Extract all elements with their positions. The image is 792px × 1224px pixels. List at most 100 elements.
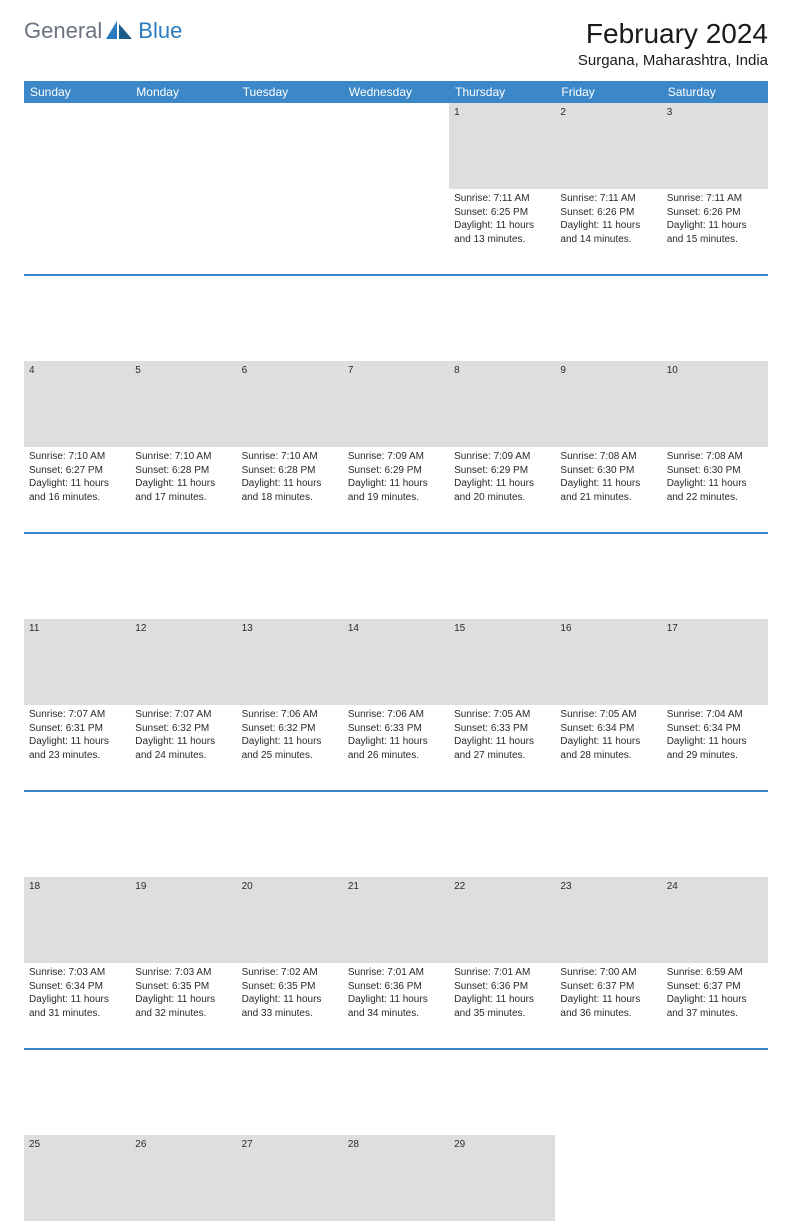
day-cell: Sunrise: 7:10 AMSunset: 6:27 PMDaylight:…: [24, 447, 130, 533]
daylight-text: Daylight: 11 hours and 15 minutes.: [667, 219, 763, 246]
daylight-text: Daylight: 11 hours and 35 minutes.: [454, 993, 550, 1020]
day-number-cell: [130, 103, 236, 189]
day-cell: [555, 1221, 661, 1224]
brand-logo: General Blue: [24, 18, 182, 44]
day-number-cell: 28: [343, 1135, 449, 1221]
day-cell: Sunrise: 7:03 AMSunset: 6:35 PMDaylight:…: [130, 963, 236, 1049]
day-number-cell: 20: [237, 877, 343, 963]
day-number-cell: 15: [449, 619, 555, 705]
sunrise-text: Sunrise: 7:10 AM: [135, 450, 231, 464]
day-number-cell: 14: [343, 619, 449, 705]
day-cell: Sunrise: 7:00 AMSunset: 6:37 PMDaylight:…: [555, 963, 661, 1049]
day-cell: [130, 189, 236, 275]
daylight-text: Daylight: 11 hours and 19 minutes.: [348, 477, 444, 504]
daylight-text: Daylight: 11 hours and 34 minutes.: [348, 993, 444, 1020]
sunrise-text: Sunrise: 7:11 AM: [667, 192, 763, 206]
day-cell: Sunrise: 7:11 AMSunset: 6:26 PMDaylight:…: [662, 189, 768, 275]
day-cell: Sunrise: 7:07 AMSunset: 6:31 PMDaylight:…: [24, 705, 130, 791]
day-cell: Sunrise: 6:59 AMSunset: 6:37 PMDaylight:…: [662, 963, 768, 1049]
day-number-cell: [24, 103, 130, 189]
day-number-row: 45678910: [24, 361, 768, 447]
day-number-cell: [237, 103, 343, 189]
sunset-text: Sunset: 6:29 PM: [454, 464, 550, 478]
daylight-text: Daylight: 11 hours and 24 minutes.: [135, 735, 231, 762]
day-cell: Sunrise: 7:05 AMSunset: 6:34 PMDaylight:…: [555, 705, 661, 791]
day-number-cell: 25: [24, 1135, 130, 1221]
day-cell: Sunrise: 6:56 AMSunset: 6:39 PMDaylight:…: [343, 1221, 449, 1224]
daylight-text: Daylight: 11 hours and 20 minutes.: [454, 477, 550, 504]
day-content-row: Sunrise: 6:59 AMSunset: 6:38 PMDaylight:…: [24, 1221, 768, 1224]
sunrise-text: Sunrise: 7:02 AM: [242, 966, 338, 980]
day-number-cell: 2: [555, 103, 661, 189]
calendar-body: 123Sunrise: 7:11 AMSunset: 6:25 PMDaylig…: [24, 103, 768, 1224]
daylight-text: Daylight: 11 hours and 31 minutes.: [29, 993, 125, 1020]
day-number-cell: 12: [130, 619, 236, 705]
day-cell: Sunrise: 6:56 AMSunset: 6:39 PMDaylight:…: [449, 1221, 555, 1224]
day-cell: Sunrise: 7:07 AMSunset: 6:32 PMDaylight:…: [130, 705, 236, 791]
day-header: Monday: [130, 81, 236, 103]
sunset-text: Sunset: 6:36 PM: [454, 980, 550, 994]
sunset-text: Sunset: 6:29 PM: [348, 464, 444, 478]
day-header: Tuesday: [237, 81, 343, 103]
sunset-text: Sunset: 6:30 PM: [667, 464, 763, 478]
day-number-cell: [662, 1135, 768, 1221]
week-separator: [24, 275, 768, 361]
day-cell: [237, 189, 343, 275]
daylight-text: Daylight: 11 hours and 33 minutes.: [242, 993, 338, 1020]
day-content-row: Sunrise: 7:03 AMSunset: 6:34 PMDaylight:…: [24, 963, 768, 1049]
day-header: Sunday: [24, 81, 130, 103]
sunset-text: Sunset: 6:33 PM: [454, 722, 550, 736]
day-cell: Sunrise: 7:02 AMSunset: 6:35 PMDaylight:…: [237, 963, 343, 1049]
day-header: Friday: [555, 81, 661, 103]
daylight-text: Daylight: 11 hours and 16 minutes.: [29, 477, 125, 504]
day-cell: Sunrise: 7:11 AMSunset: 6:25 PMDaylight:…: [449, 189, 555, 275]
day-cell: Sunrise: 7:11 AMSunset: 6:26 PMDaylight:…: [555, 189, 661, 275]
sunrise-text: Sunrise: 6:59 AM: [667, 966, 763, 980]
daylight-text: Daylight: 11 hours and 22 minutes.: [667, 477, 763, 504]
day-number-row: 2526272829: [24, 1135, 768, 1221]
day-cell: Sunrise: 7:05 AMSunset: 6:33 PMDaylight:…: [449, 705, 555, 791]
day-number-cell: 27: [237, 1135, 343, 1221]
day-number-row: 11121314151617: [24, 619, 768, 705]
sunset-text: Sunset: 6:27 PM: [29, 464, 125, 478]
page-title: February 2024: [578, 18, 768, 50]
title-block: February 2024 Surgana, Maharashtra, Indi…: [578, 18, 768, 69]
day-number-cell: 6: [237, 361, 343, 447]
week-separator: [24, 791, 768, 877]
day-number-row: 18192021222324: [24, 877, 768, 963]
day-header: Wednesday: [343, 81, 449, 103]
sunrise-text: Sunrise: 7:11 AM: [454, 192, 550, 206]
sunrise-text: Sunrise: 7:11 AM: [560, 192, 656, 206]
brand-sail-icon: [106, 21, 134, 41]
sunset-text: Sunset: 6:35 PM: [242, 980, 338, 994]
daylight-text: Daylight: 11 hours and 29 minutes.: [667, 735, 763, 762]
sunset-text: Sunset: 6:37 PM: [560, 980, 656, 994]
sunset-text: Sunset: 6:30 PM: [560, 464, 656, 478]
daylight-text: Daylight: 11 hours and 28 minutes.: [560, 735, 656, 762]
day-number-cell: 19: [130, 877, 236, 963]
day-number-cell: 8: [449, 361, 555, 447]
day-number-row: 123: [24, 103, 768, 189]
daylight-text: Daylight: 11 hours and 36 minutes.: [560, 993, 656, 1020]
sunrise-text: Sunrise: 7:10 AM: [29, 450, 125, 464]
sunset-text: Sunset: 6:26 PM: [560, 206, 656, 220]
sunset-text: Sunset: 6:35 PM: [135, 980, 231, 994]
daylight-text: Daylight: 11 hours and 27 minutes.: [454, 735, 550, 762]
sunrise-text: Sunrise: 7:09 AM: [348, 450, 444, 464]
day-number-cell: 18: [24, 877, 130, 963]
daylight-text: Daylight: 11 hours and 26 minutes.: [348, 735, 444, 762]
day-cell: Sunrise: 7:03 AMSunset: 6:34 PMDaylight:…: [24, 963, 130, 1049]
day-number-cell: 10: [662, 361, 768, 447]
sunset-text: Sunset: 6:33 PM: [348, 722, 444, 736]
daylight-text: Daylight: 11 hours and 25 minutes.: [242, 735, 338, 762]
day-content-row: Sunrise: 7:10 AMSunset: 6:27 PMDaylight:…: [24, 447, 768, 533]
day-content-row: Sunrise: 7:11 AMSunset: 6:25 PMDaylight:…: [24, 189, 768, 275]
day-cell: [24, 189, 130, 275]
sunrise-text: Sunrise: 7:06 AM: [348, 708, 444, 722]
week-separator: [24, 533, 768, 619]
day-cell: Sunrise: 7:06 AMSunset: 6:32 PMDaylight:…: [237, 705, 343, 791]
day-number-cell: [343, 103, 449, 189]
sunrise-text: Sunrise: 7:09 AM: [454, 450, 550, 464]
day-number-cell: 24: [662, 877, 768, 963]
day-cell: Sunrise: 7:04 AMSunset: 6:34 PMDaylight:…: [662, 705, 768, 791]
